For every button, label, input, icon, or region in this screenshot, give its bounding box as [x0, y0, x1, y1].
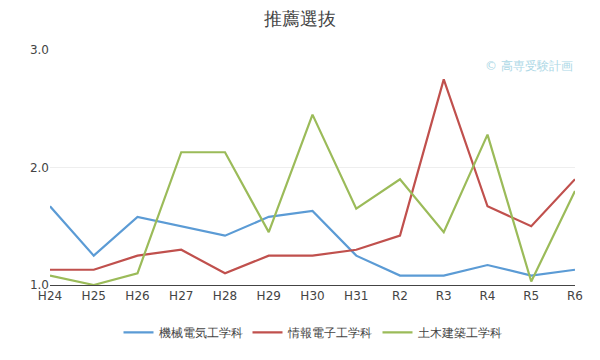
svg-text:2.0: 2.0 [30, 161, 49, 175]
svg-text:H27: H27 [169, 289, 193, 303]
svg-text:© 高専受験計画: © 高専受験計画 [485, 59, 573, 73]
svg-text:H29: H29 [257, 289, 281, 303]
svg-text:1.0: 1.0 [30, 278, 49, 292]
svg-text:H24: H24 [38, 289, 62, 303]
svg-text:H25: H25 [82, 289, 106, 303]
svg-text:情報電子工学科: 情報電子工学科 [287, 326, 372, 340]
svg-text:H30: H30 [300, 289, 324, 303]
svg-text:R6: R6 [567, 289, 583, 303]
svg-text:R5: R5 [523, 289, 539, 303]
svg-text:土木建築工学科: 土木建築工学科 [418, 326, 502, 340]
svg-text:R2: R2 [392, 289, 408, 303]
svg-text:H31: H31 [344, 289, 368, 303]
svg-text:推薦選抜: 推薦選抜 [264, 8, 336, 29]
svg-text:H26: H26 [125, 289, 149, 303]
svg-text:R4: R4 [480, 289, 496, 303]
svg-text:3.0: 3.0 [30, 43, 49, 57]
svg-text:H28: H28 [213, 289, 237, 303]
svg-text:機械電気工学科: 機械電気工学科 [159, 326, 243, 340]
svg-text:R3: R3 [436, 289, 452, 303]
